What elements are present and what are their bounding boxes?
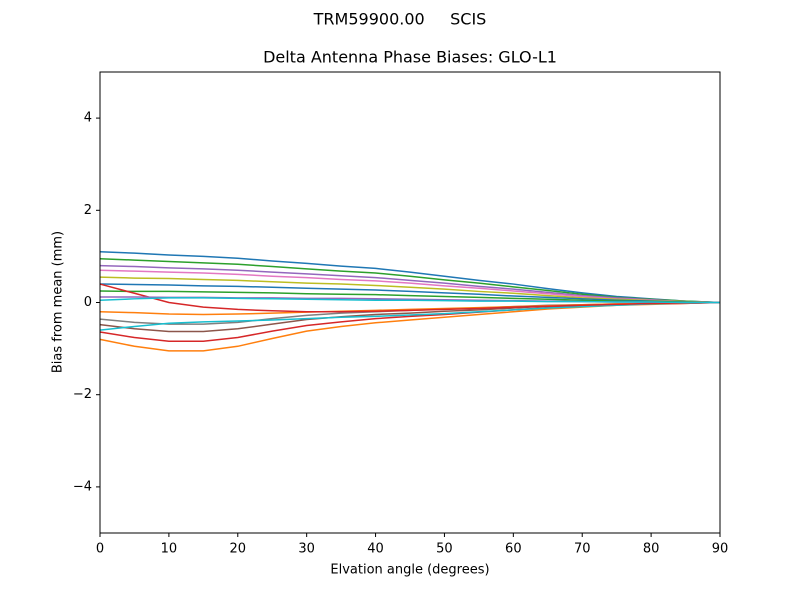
- y-tick-label: −4: [73, 479, 92, 494]
- x-tick-label: 90: [712, 542, 729, 557]
- x-tick-label: 80: [643, 542, 660, 557]
- x-tick-label: 50: [436, 542, 453, 557]
- series-line: [99, 264, 721, 304]
- series-line: [99, 251, 721, 304]
- x-tick-label: 60: [505, 542, 522, 557]
- x-tick-label: 20: [230, 542, 247, 557]
- x-tick-label: 40: [367, 542, 384, 557]
- series-line: [99, 290, 721, 304]
- series-line: [99, 276, 721, 304]
- y-tick-label: 0: [84, 295, 92, 310]
- series-line: [99, 283, 721, 313]
- series-line: [99, 301, 721, 331]
- series-line: [99, 283, 721, 304]
- y-tick-label: −2: [73, 387, 92, 402]
- y-axis-label: Bias from mean (mm): [51, 231, 66, 373]
- y-tick-label: 2: [84, 203, 92, 218]
- y-tick-label: 4: [84, 111, 92, 126]
- x-tick-label: 30: [298, 542, 315, 557]
- x-axis-label: Elvation angle (degrees): [330, 563, 489, 578]
- chart-title: Delta Antenna Phase Biases: GLO-L1: [263, 48, 557, 67]
- series-line: [99, 297, 720, 304]
- suptitle: TRM59900.00 SCIS: [313, 10, 487, 29]
- x-tick-label: 70: [574, 542, 591, 557]
- x-tick-label: 10: [161, 542, 178, 557]
- x-tick-label: 0: [96, 542, 104, 557]
- lines: [99, 251, 721, 352]
